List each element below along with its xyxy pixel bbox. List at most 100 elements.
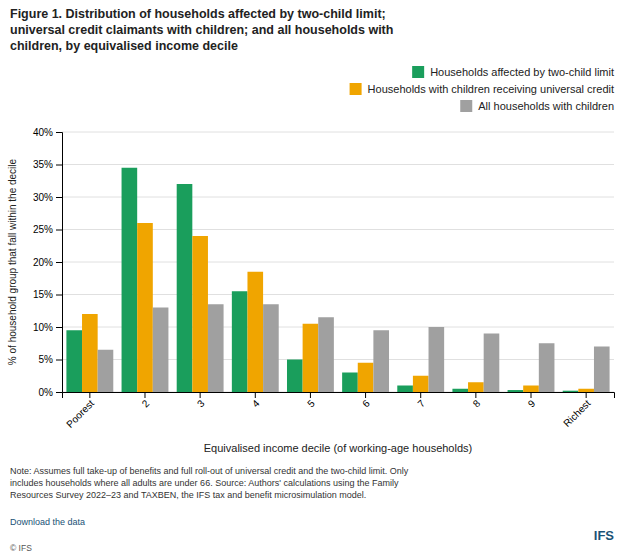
- x-tick-mark: [420, 392, 421, 398]
- legend-swatch: [350, 83, 362, 95]
- y-tick: 0%: [39, 387, 62, 398]
- y-tick-mark: [56, 392, 62, 393]
- y-tick-mark: [56, 295, 62, 296]
- bar: [66, 330, 82, 392]
- y-tick: 40%: [33, 127, 62, 138]
- y-tick: 10%: [33, 322, 62, 333]
- x-tick: 3: [195, 392, 207, 409]
- legend-swatch: [460, 100, 472, 112]
- bar: [342, 373, 358, 393]
- bar: [539, 343, 555, 392]
- y-tick: 20%: [33, 257, 62, 268]
- x-tick-label: 3: [195, 397, 207, 409]
- download-text: Download the data: [10, 517, 85, 527]
- x-tick-mark: [531, 392, 532, 398]
- bar: [578, 389, 594, 392]
- y-tick-label: 25%: [33, 224, 53, 235]
- x-tick-mark: [365, 392, 366, 398]
- x-tick: 4: [250, 392, 262, 409]
- legend-label: Households with children receiving unive…: [368, 83, 614, 95]
- bar: [287, 360, 303, 393]
- x-tick-label: 7: [415, 397, 427, 409]
- bar: [153, 308, 169, 393]
- bar: [563, 391, 579, 392]
- x-tick-mark: [89, 392, 90, 398]
- grid-line: [62, 132, 614, 133]
- x-tick: 5: [305, 392, 317, 409]
- bar: [208, 304, 224, 392]
- x-tick-label: 8: [471, 397, 483, 409]
- x-tick-label: 9: [526, 397, 538, 409]
- legend-item: Households affected by two-child limit: [412, 66, 614, 78]
- note: Note: Assumes full take-up of benefits a…: [10, 466, 409, 500]
- y-axis: 0%5%10%15%20%25%30%35%40%: [33, 127, 63, 398]
- x-axis-title: Equivalised income decile (of working-ag…: [204, 442, 472, 454]
- x-axis-line: [63, 393, 615, 399]
- y-tick: 5%: [39, 354, 62, 365]
- bar: [82, 314, 98, 392]
- y-tick-label: 30%: [33, 192, 53, 203]
- bar: [594, 347, 610, 393]
- x-tick-label: 5: [305, 397, 317, 409]
- bar: [122, 168, 138, 392]
- bar: [397, 386, 413, 393]
- x-tick-label: 6: [360, 397, 372, 409]
- ifs-text: IFS: [594, 528, 615, 543]
- bar: [98, 350, 114, 392]
- bar: [192, 236, 208, 392]
- y-tick-mark: [56, 230, 62, 231]
- bar: [413, 376, 429, 392]
- bar-series: [98, 304, 610, 392]
- x-tick: 6: [360, 392, 372, 409]
- x-tick: 2: [140, 392, 152, 409]
- x-tick: 9: [526, 392, 538, 409]
- x-tick: Richest: [561, 392, 593, 429]
- bar: [429, 327, 445, 392]
- legend-item: Households with children receiving unive…: [350, 83, 614, 95]
- x-tick-mark: [144, 392, 145, 398]
- bar: [452, 389, 468, 392]
- x-tick-mark: [255, 392, 256, 398]
- bar: [318, 317, 334, 392]
- bar-series: [66, 168, 578, 392]
- x-tick-label: Poorest: [64, 398, 96, 430]
- x-tick-mark: [310, 392, 311, 398]
- x-tick-label: 4: [250, 397, 262, 409]
- copyright-text: © IFS: [10, 543, 32, 553]
- legend-item: All households with children: [460, 100, 614, 112]
- bar: [247, 272, 263, 392]
- bar: [508, 390, 524, 392]
- bar: [373, 330, 389, 392]
- chart: Figure 1. Distribution of households aff…: [0, 0, 634, 559]
- legend: Households affected by two-child limit Ho…: [350, 66, 614, 112]
- legend-label: Households affected by two-child limit: [430, 66, 614, 78]
- y-tick-mark: [56, 262, 62, 263]
- bar: [468, 382, 484, 392]
- legend-label: All households with children: [478, 100, 614, 112]
- bar: [177, 184, 193, 392]
- bar: [523, 386, 539, 393]
- y-tick-mark: [56, 197, 62, 198]
- y-tick-mark: [56, 360, 62, 361]
- bar: [484, 334, 500, 393]
- x-tick: Poorest: [64, 392, 96, 430]
- grid-line: [62, 197, 614, 198]
- y-tick: 15%: [33, 289, 62, 300]
- bar: [358, 363, 374, 392]
- title: Figure 1. Distribution of households aff…: [10, 7, 393, 53]
- y-tick-label: 10%: [33, 322, 53, 333]
- x-tick-mark: [586, 392, 587, 398]
- y-axis-line: [56, 133, 63, 393]
- y-tick-label: 0%: [39, 387, 54, 398]
- y-tick-mark: [56, 165, 62, 166]
- x-axis: Poorest 2 3 4 5 6 7 8 9 Richest: [63, 392, 615, 430]
- x-tick-label: Richest: [561, 398, 593, 430]
- bar: [232, 291, 248, 392]
- y-tick: 30%: [33, 192, 62, 203]
- grid-line: [62, 164, 614, 165]
- y-tick-mark: [56, 327, 62, 328]
- x-tick: 7: [415, 392, 427, 409]
- y-tick-label: 40%: [33, 127, 53, 138]
- grid: [62, 132, 614, 392]
- x-tick-label: 2: [140, 397, 152, 409]
